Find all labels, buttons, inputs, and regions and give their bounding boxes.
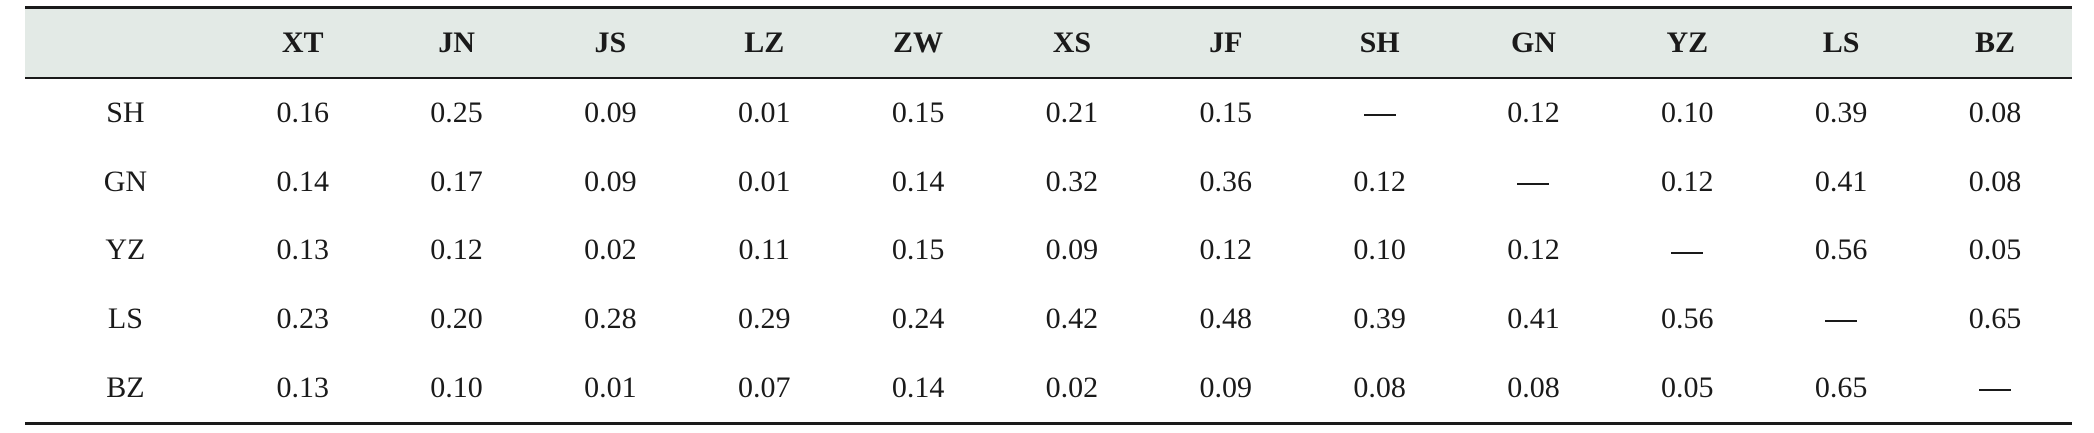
column-header-ls: LS (1764, 6, 1919, 79)
column-header-bz: BZ (1918, 6, 2072, 79)
table-header: XT JN JS LZ ZW XS JF SH GN YZ LS BZ (25, 6, 2072, 79)
table-cell: 0.39 (1353, 302, 1406, 336)
table-cell: 0.36 (1199, 164, 1253, 198)
table-cell: 0.08 (1302, 353, 1457, 425)
table-cell: 0.41 (1507, 302, 1560, 336)
table-cell: 0.01 (737, 164, 791, 198)
table-cell: 0.21 (1045, 96, 1099, 130)
table-row-gn: GN 0.14 0.17 0.09 0.01 0.14 0.32 0.36 0.12 0.12 0.… (25, 148, 2072, 217)
table-cell: 0.05 (1968, 233, 2022, 267)
table-cell: 0.12 (1507, 96, 1560, 130)
row-label: BZ (25, 353, 226, 425)
row-label: GN (103, 164, 148, 198)
table-cell: 0.15 (1199, 96, 1253, 130)
table-cell: 0.12 (1353, 164, 1406, 198)
table-cell: 0.56 (1661, 302, 1714, 336)
table-cell: 0.65 (1764, 353, 1919, 425)
table-cell (1303, 78, 1457, 148)
table-cell: 0.14 (276, 164, 329, 198)
table-cell: 0.01 (737, 96, 791, 130)
table-cell: 0.24 (891, 302, 945, 336)
table-cell: 0.25 (430, 96, 483, 130)
table-cell: 0.15 (891, 233, 945, 267)
table-cell: 0.02 (584, 233, 637, 267)
table-row-bz: BZ 0.13 0.10 0.01 0.07 0.14 0.02 0.09 0.08 0.08 0.… (25, 353, 2072, 425)
column-header-xs: XS (994, 6, 1149, 79)
table-cell (1610, 216, 1764, 285)
table-row-ls: LS 0.23 0.20 0.28 0.29 0.24 0.42 0.48 0.39 0.41 0.… (25, 285, 2072, 354)
table-cell: 0.32 (1045, 164, 1099, 198)
column-header-lz: LZ (687, 6, 842, 79)
table-cell: 0.12 (1661, 164, 1714, 198)
table-cell: 0.10 (379, 353, 534, 425)
table-cell: 0.42 (1045, 302, 1099, 336)
diagonal-dash-cell (1825, 320, 1858, 323)
table-cell: 0.39 (1814, 96, 1868, 130)
table-cell: 0.20 (430, 302, 483, 336)
table-cell: 0.02 (994, 353, 1149, 425)
column-header-yz: YZ (1610, 6, 1765, 79)
diagonal-dash-cell (1671, 251, 1704, 254)
table-cell: 0.16 (276, 96, 329, 130)
column-header-xt: XT (225, 6, 380, 79)
table-cell: 0.09 (584, 96, 637, 130)
column-header-js: JS (533, 6, 688, 79)
table-cell: 0.48 (1199, 302, 1253, 336)
table-row-yz: YZ 0.13 0.12 0.02 0.11 0.15 0.09 0.12 0.10 0.12 0.… (25, 216, 2072, 285)
table-cell: 0.14 (891, 164, 945, 198)
table-cell: 0.23 (276, 302, 329, 336)
table-cell: 0.65 (1968, 302, 2022, 336)
table-cell: 0.13 (276, 233, 329, 267)
column-header-zw: ZW (841, 6, 995, 79)
table-cell: 0.09 (1045, 233, 1099, 267)
table-cell: 0.09 (584, 164, 637, 198)
table-row-sh: SH 0.16 0.25 0.09 0.01 0.15 0.21 0.15 0.12 0.10 0.… (25, 78, 2072, 148)
table-cell (1918, 353, 2072, 425)
correlation-table-container: XT JN JS LZ ZW XS JF SH GN YZ LS BZ SH 0.16 0.25 0.09 0… (25, 6, 2072, 425)
table-cell: 0.14 (841, 353, 995, 425)
table-cell: 0.56 (1814, 233, 1868, 267)
table-cell: 0.12 (1199, 233, 1253, 267)
row-label: LS (107, 302, 143, 336)
table-cell: 0.29 (737, 302, 791, 336)
table-cell: 0.09 (1148, 353, 1303, 425)
table-cell: 0.08 (1968, 96, 2022, 130)
table-cell: 0.13 (225, 353, 380, 425)
table-cell: 0.15 (891, 96, 945, 130)
table-cell: 0.11 (738, 233, 790, 267)
correlation-table: XT JN JS LZ ZW XS JF SH GN YZ LS BZ SH 0.16 0.25 0.09 0… (25, 6, 2072, 425)
table-cell: 0.12 (430, 233, 483, 267)
column-header-gn: GN (1456, 6, 1611, 79)
table-cell: 0.28 (584, 302, 637, 336)
row-label: YZ (105, 233, 146, 267)
table-cell (1764, 285, 1918, 354)
diagonal-dash-cell (1517, 183, 1550, 185)
corner-cell (25, 6, 226, 79)
table-cell: 0.17 (430, 164, 483, 198)
table-cell (1457, 148, 1611, 217)
table-cell: 0.01 (533, 353, 688, 425)
diagonal-dash-cell (1363, 114, 1396, 117)
table-cell: 0.08 (1968, 164, 2022, 198)
header-row: XT JN JS LZ ZW XS JF SH GN YZ LS BZ (25, 6, 2072, 79)
row-label: SH (106, 96, 145, 130)
table-cell: 0.08 (1456, 353, 1611, 425)
table-cell: 0.05 (1610, 353, 1765, 425)
column-header-jn: JN (379, 6, 534, 79)
table-cell: 0.07 (687, 353, 842, 425)
table-cell: 0.10 (1353, 233, 1406, 267)
table-cell: 0.12 (1507, 233, 1560, 267)
column-header-sh: SH (1302, 6, 1457, 79)
table-cell: 0.10 (1661, 96, 1714, 130)
diagonal-dash-cell (1979, 388, 2012, 391)
table-cell: 0.41 (1814, 164, 1868, 198)
table-body: SH 0.16 0.25 0.09 0.01 0.15 0.21 0.15 0.12 0.10 0.… (25, 78, 2072, 425)
column-header-jf: JF (1148, 6, 1303, 79)
